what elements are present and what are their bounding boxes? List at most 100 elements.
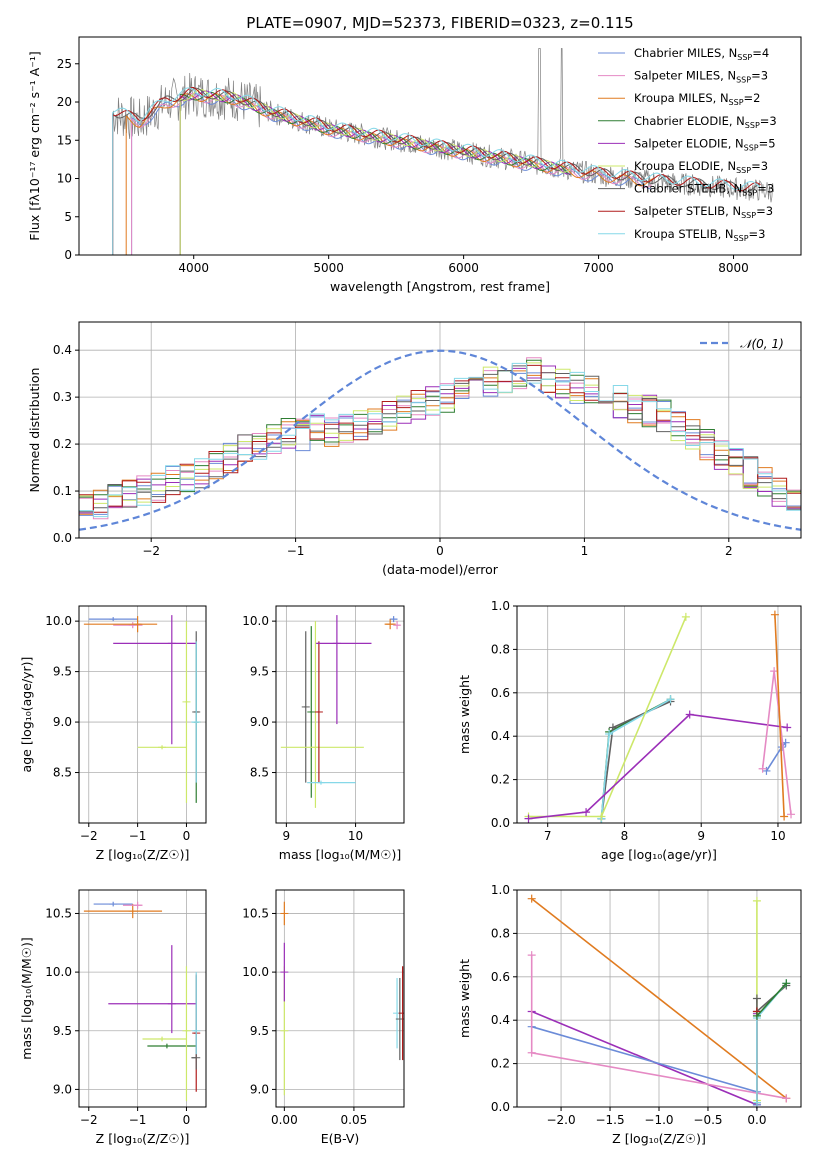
weight_vs_Z-series xyxy=(527,894,791,1109)
x-tick-label: 0 xyxy=(183,1113,191,1127)
plus-marker xyxy=(752,1011,761,1020)
weight-series xyxy=(756,982,787,1017)
y-axis-label: age [log₁₀(age/yr)] xyxy=(19,657,34,773)
x-tick-label: 7 xyxy=(544,829,552,843)
axes-frame xyxy=(78,36,802,256)
x-tick-label: −1 xyxy=(129,1113,147,1127)
plus-marker xyxy=(527,951,536,960)
y-tick-label: 25 xyxy=(57,57,72,71)
y-tick-label: 10 xyxy=(57,172,72,186)
plus-marker xyxy=(527,1048,536,1057)
y-tick-label: 0.4 xyxy=(491,1013,510,1027)
axes-frame xyxy=(78,605,207,824)
y-axis-label: mass weight xyxy=(457,675,472,754)
y-tick-label: 0.2 xyxy=(53,437,72,451)
mass_vs_Z-points xyxy=(83,901,201,1102)
legend-entry: Chabrier STELIB, NSSP=3 xyxy=(634,182,774,198)
spectrum-panel: 4000 5000 6000 7000 8000 0 5 10 15 20 25 wavelength… xyxy=(27,36,802,294)
weight-series xyxy=(528,616,687,818)
histograms xyxy=(79,349,801,531)
plus-marker xyxy=(787,810,796,819)
y-tick-label: 0 xyxy=(64,248,72,262)
x-tick-label: 1 xyxy=(581,544,589,558)
y-tick-label: 10.5 xyxy=(242,906,269,920)
x-tick-label: 5000 xyxy=(313,261,344,275)
y-tick-label: 20 xyxy=(57,95,72,109)
x-tick-label: 0 xyxy=(183,829,191,843)
axes-frame xyxy=(516,605,802,824)
y-tick-label: 0.0 xyxy=(491,816,510,830)
legend-entry: Kroupa STELIB, NSSP=3 xyxy=(634,227,765,243)
residual-histogram xyxy=(79,362,801,518)
plus-marker xyxy=(527,894,536,903)
y-tick-label: 9.0 xyxy=(53,715,72,729)
y-tick-label: 9.5 xyxy=(53,665,72,679)
legend-entry: Salpeter ELODIE, NSSP=5 xyxy=(634,136,776,152)
plus-marker xyxy=(770,610,779,619)
x-tick-label: −2 xyxy=(142,544,160,558)
axes-frame xyxy=(78,889,207,1108)
weight_vs_Z-panel: −2.0 −1.5 −1.0 −0.5 0.0 0.0 0.2 0.4 0.6 0.8 1.0 Z [… xyxy=(457,883,802,1146)
plus-marker xyxy=(782,979,791,988)
y-tick-label: 9.0 xyxy=(53,1082,72,1096)
legend-entry: Kroupa MILES, NSSP=2 xyxy=(634,91,760,107)
model-kroupa_elodie xyxy=(179,89,571,255)
x-tick-label: −1.0 xyxy=(644,1113,673,1127)
plus-marker xyxy=(758,764,767,773)
y-tick-label: 9.5 xyxy=(250,1024,269,1038)
y-tick-label: 0.8 xyxy=(491,926,510,940)
weight-series xyxy=(528,713,788,820)
figure-title: PLATE=0907, MJD=52373, FIBERID=0323, z=0… xyxy=(246,14,633,32)
y-tick-label: 10.5 xyxy=(45,906,72,920)
weight_vs_age-panel: 7 8 9 10 0.0 0.2 0.4 0.6 0.8 1.0 age [log₁₀(age/yr… xyxy=(457,599,802,862)
x-axis-label: E(B-V) xyxy=(321,1131,360,1146)
plus-marker xyxy=(605,730,614,739)
x-tick-label: 2 xyxy=(725,544,733,558)
y-tick-label: 5 xyxy=(64,210,72,224)
y-tick-label: 9.0 xyxy=(250,1082,269,1096)
plus-marker xyxy=(762,766,771,775)
plus-marker xyxy=(597,812,606,821)
plus-marker xyxy=(685,710,694,719)
x-axis-label: Z [log₁₀(Z/Z☉)] xyxy=(612,1131,706,1146)
y-axis-label: mass weight xyxy=(457,959,472,1038)
mass_vs_ebv-panel: 0.00 0.05 9.0 9.5 10.0 10.5 E(B-V) xyxy=(242,889,405,1146)
y-tick-label: 0.4 xyxy=(53,343,72,357)
y-tick-label: 0.0 xyxy=(491,1100,510,1114)
x-axis-label: mass [log₁₀(M/M☉)] xyxy=(279,847,401,862)
plus-marker xyxy=(780,812,789,821)
y-tick-label: 10.0 xyxy=(242,965,269,979)
x-tick-label: 4000 xyxy=(178,261,209,275)
model-kroupa_stelib xyxy=(112,87,761,255)
weight-series xyxy=(531,898,787,1099)
y-axis-label: Normed distribution xyxy=(27,368,42,493)
y-tick-label: 9.0 xyxy=(250,715,269,729)
model-chabrier_elodie xyxy=(179,91,571,255)
age_vs_Z-points xyxy=(83,615,201,803)
mass_vs_ebv-points xyxy=(280,901,404,1096)
legend-entry: Chabrier MILES, NSSP=4 xyxy=(634,46,769,62)
y-axis-label: Flux [fλ10⁻¹⁷ erg cm⁻² s⁻¹ A⁻¹] xyxy=(27,51,42,240)
y-tick-label: 8.5 xyxy=(250,766,269,780)
legend-entry: 𝒩(0, 1) xyxy=(740,337,784,351)
spectrum-legend: Chabrier MILES, NSSP=4 Salpeter MILES, NS… xyxy=(598,46,777,243)
x-tick-label: −1 xyxy=(287,544,305,558)
y-tick-label: 1.0 xyxy=(491,883,510,897)
x-tick-label: −1.5 xyxy=(595,1113,624,1127)
model-chabrier_miles xyxy=(131,93,652,255)
plus-marker xyxy=(782,1094,791,1103)
x-tick-label: −2.0 xyxy=(546,1113,575,1127)
y-tick-label: 10.0 xyxy=(45,965,72,979)
y-axis-label: mass [log₁₀(M/M☉)] xyxy=(19,937,34,1059)
x-tick-label: −2 xyxy=(80,1113,98,1127)
plus-marker xyxy=(524,814,533,823)
y-tick-label: 0.3 xyxy=(53,390,72,404)
model-chabrier_stelib xyxy=(112,87,761,255)
x-tick-label: 9 xyxy=(283,829,291,843)
y-tick-label: 0.0 xyxy=(53,531,72,545)
y-tick-label: 0.6 xyxy=(491,970,510,984)
y-tick-label: 9.5 xyxy=(53,1024,72,1038)
weight-series xyxy=(531,1025,758,1105)
x-tick-label: 10 xyxy=(348,829,363,843)
